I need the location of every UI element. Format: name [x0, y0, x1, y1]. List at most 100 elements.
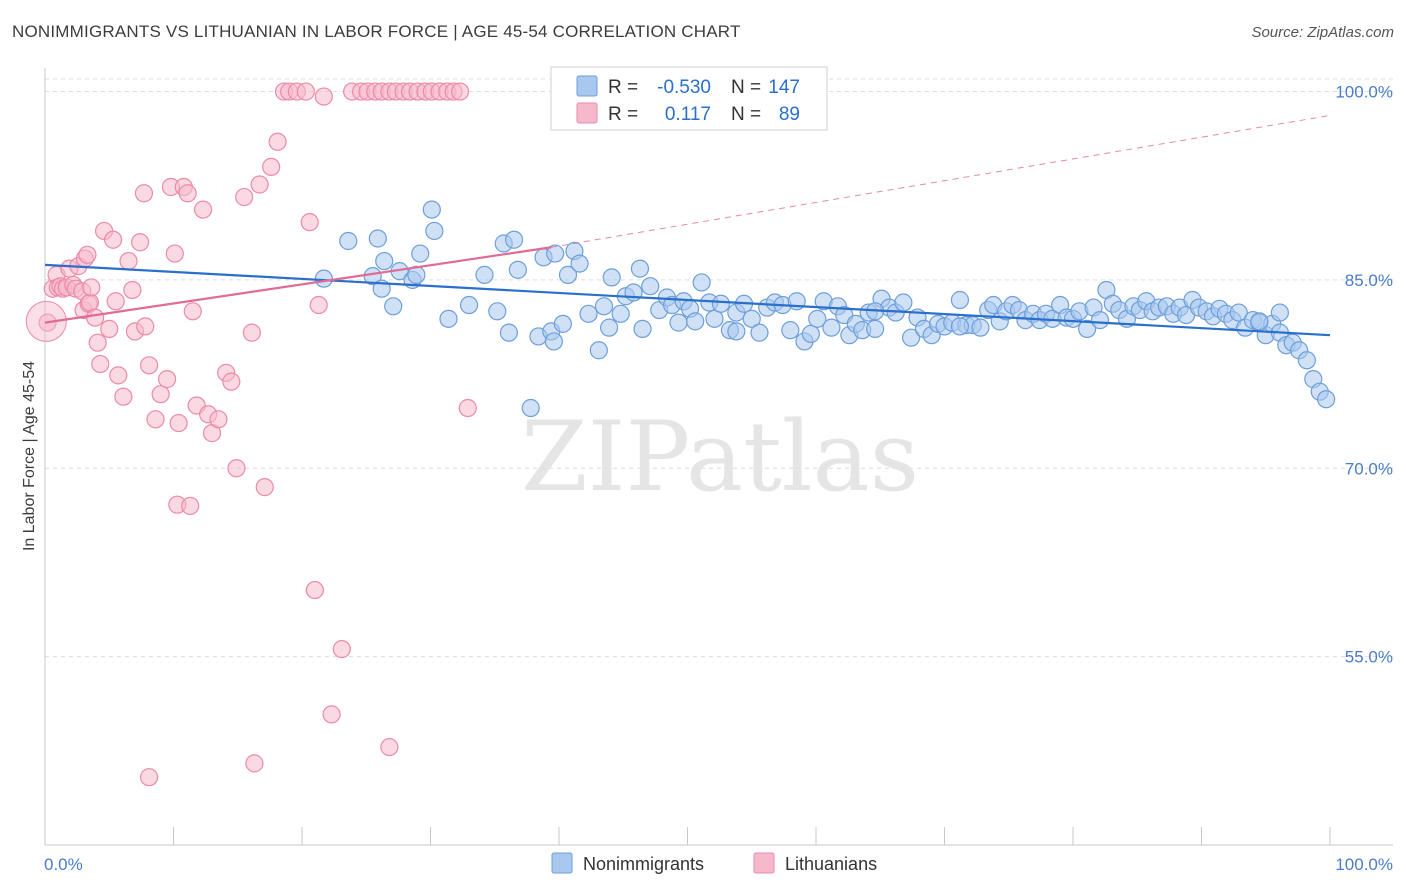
nonimmigrant-point [641, 277, 660, 296]
nonimmigrant-point [901, 328, 921, 347]
nonimmigrant-point [439, 309, 458, 328]
nonimmigrant-point [508, 260, 527, 279]
nonimmigrant-point [594, 297, 614, 316]
n-value-2: 89 [779, 104, 800, 125]
nonimmigrant-point [368, 229, 387, 248]
lithuanian-point [235, 187, 254, 207]
lithuanian-point [245, 754, 264, 773]
r-value-1: -0.530 [657, 77, 711, 98]
y-tick-label: 55.0% [1345, 648, 1393, 667]
lithuanian-point [193, 200, 213, 219]
lithuanian-point [222, 372, 241, 391]
nonimmigrants-points [314, 200, 1336, 418]
nonimmigrant-point [1229, 303, 1248, 322]
watermark: ZIPatlas [521, 401, 919, 513]
nonimmigrant-point [602, 268, 621, 287]
lithuanian-point [380, 737, 399, 757]
chart-title: NONIMMIGRANTS VS LITHUANIAN IN LABOR FOR… [12, 22, 741, 41]
nonimmigrant-point [579, 304, 598, 323]
nonimmigrant-point [499, 323, 518, 342]
nonimmigrant-point [546, 244, 565, 263]
nonimmigrant-point [711, 294, 731, 313]
lithuanian-point [262, 157, 281, 177]
nonimmigrant-point [475, 265, 494, 284]
lithuanian-point [300, 213, 319, 232]
nonimmigrant-point [1250, 312, 1269, 331]
lithuanian-point [151, 385, 170, 404]
y-tick-label: 85.0% [1345, 271, 1393, 290]
lithuanian-point [157, 370, 177, 389]
lithuanian-point [305, 580, 324, 600]
lithuanian-point [250, 175, 269, 194]
nonimmigrant-point [894, 293, 913, 312]
lithuanian-point [183, 302, 202, 321]
nonimmigrant-point [411, 244, 430, 263]
r-label-2: R = [608, 104, 638, 125]
x-tick-label-max: 100.0% [1335, 855, 1393, 874]
lithuanian-point [450, 82, 470, 101]
y-tick-labels: 55.0% 70.0% 85.0% 100.0% [1335, 83, 1393, 667]
lithuanian-point [458, 398, 477, 418]
lithuanian-point [100, 319, 119, 338]
lithuanian-point [88, 333, 107, 352]
nonimmigrant-point [544, 332, 563, 351]
lithuanian-point [134, 184, 154, 203]
nonimmigrant-point [781, 321, 800, 340]
legend-nonimmigrants-swatch [551, 852, 573, 874]
nonimmigrant-point [425, 221, 444, 241]
y-tick-label: 70.0% [1345, 459, 1393, 478]
legend-lithuanians-swatch [753, 852, 775, 874]
nonimmigrant-point [314, 269, 333, 288]
nonimmigrant-point [558, 265, 578, 284]
nonimmigrant-point [686, 312, 705, 331]
nonimmigrant-point [971, 318, 990, 337]
lithuanian-point [86, 308, 105, 327]
n-value-1: 147 [768, 77, 800, 98]
nonimmigrant-point [521, 398, 540, 418]
nonimmigrant-point [1270, 303, 1289, 322]
nonimmigrants-swatch [576, 75, 598, 97]
lithuanian-point [178, 184, 197, 203]
lithuanian-point [123, 280, 142, 300]
stats-legend: R = -0.530 N = 147 R = 0.117 N = 89 [550, 66, 828, 131]
nonimmigrant-point [950, 290, 970, 310]
r-value-2: 0.117 [665, 104, 711, 125]
series-legend: Nonimmigrants Lithuanians [551, 852, 877, 874]
n-label-2: N = [731, 104, 761, 125]
nonimmigrant-point [553, 314, 572, 333]
trend-lines [44, 114, 1331, 337]
nonimmigrant-point [422, 200, 441, 219]
lithuanian-point [255, 478, 274, 497]
y-tick-label: 100.0% [1335, 83, 1393, 102]
lithuanian-point [209, 410, 228, 429]
lithuanian-point [242, 323, 261, 342]
lithuanian-point [106, 292, 125, 311]
nonimmigrant-point [1078, 319, 1097, 338]
lithuanian-point [109, 366, 128, 385]
lithuanians-trend-line [44, 246, 552, 324]
nonimmigrant-point [750, 323, 769, 342]
lithuanians-swatch [576, 102, 598, 124]
lithuanian-point [309, 295, 328, 315]
nonimmigrant-point [705, 309, 724, 328]
lithuanian-point [119, 251, 138, 271]
nonimmigrant-point [375, 251, 394, 271]
lithuanian-point [114, 387, 133, 406]
lithuanian-point [82, 278, 101, 297]
nonimmigrant-point [504, 230, 524, 249]
axes [44, 68, 1393, 846]
lithuanian-point [91, 354, 110, 374]
legend-nonimmigrants-label: Nonimmigrants [583, 854, 704, 874]
nonimmigrant-point [742, 309, 761, 328]
lithuanian-point [227, 459, 246, 478]
lithuanian-point [268, 132, 287, 151]
nonimmigrant-point [611, 304, 630, 323]
nonimmigrant-point [808, 309, 827, 328]
lithuanian-point [146, 410, 165, 429]
lithuanian-point [104, 230, 123, 249]
y-axis-label: In Labor Force | Age 45-54 [21, 361, 38, 551]
r-label-1: R = [608, 77, 638, 98]
gridlines [45, 78, 1393, 658]
lithuanian-point [296, 82, 315, 101]
